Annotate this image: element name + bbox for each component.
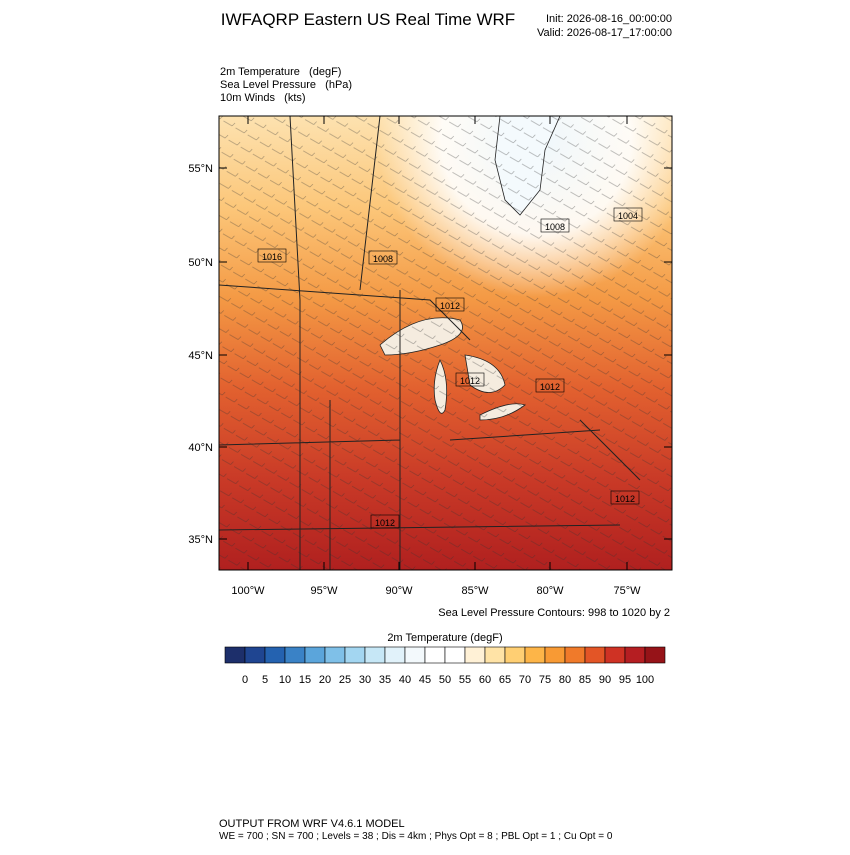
- lon-label: 80°W: [536, 585, 564, 597]
- colorbar-box: [644, 646, 666, 664]
- colorbar-tick-label: 10: [279, 674, 291, 686]
- colorbar-box: [564, 646, 586, 664]
- lat-label: 55°N: [188, 163, 213, 175]
- colorbar-box: [464, 646, 486, 664]
- colorbar-box: [344, 646, 366, 664]
- lon-label: 100°W: [231, 585, 265, 597]
- colorbar-tick-label: 15: [299, 674, 311, 686]
- contour-label: 1016: [262, 252, 282, 262]
- colorbar-tick-label: 50: [439, 674, 451, 686]
- contour-label: 1004: [618, 211, 638, 221]
- colorbar-box: [624, 646, 646, 664]
- colorbar-tick-label: 60: [479, 674, 491, 686]
- colorbar-box: [284, 646, 306, 664]
- colorbar-box: [384, 646, 406, 664]
- colorbar-box: [544, 646, 566, 664]
- contour-label: 1012: [615, 494, 635, 504]
- contour-label: 1012: [540, 382, 560, 392]
- colorbar-tick-label: 45: [419, 674, 431, 686]
- colorbar-tick-label: 95: [619, 674, 631, 686]
- colorbar-box: [304, 646, 326, 664]
- colorbar-box: [224, 646, 246, 664]
- title: IWFAQRP Eastern US Real Time WRF: [221, 10, 515, 29]
- field-label: 10m Winds (kts): [220, 92, 306, 104]
- lat-label: 35°N: [188, 534, 213, 546]
- lon-label: 85°W: [461, 585, 489, 597]
- contour-label-box: [368, 250, 398, 265]
- colorbar-tick-label: 5: [262, 674, 268, 686]
- valid-time: Valid: 2026-08-17_17:00:00: [537, 27, 672, 39]
- lon-label: 75°W: [613, 585, 641, 597]
- colorbar-tick-label: 75: [539, 674, 551, 686]
- colorbar-box: [584, 646, 606, 664]
- contour-label-box: [610, 490, 640, 505]
- colorbar-tick-label: 85: [579, 674, 591, 686]
- colorbar-box: [244, 646, 266, 664]
- colorbar-tick-label: 40: [399, 674, 411, 686]
- contour-label-box: [613, 207, 643, 222]
- lon-label: 95°W: [310, 585, 338, 597]
- colorbar: 0 5 10 15 20 25 30 35 40 45 50 55 60 65 70 75 80 85 90 95 10…: [224, 646, 666, 686]
- wind-barbs: [219, 116, 672, 570]
- lon-label: 90°W: [385, 585, 413, 597]
- colorbar-tick-label: 30: [359, 674, 371, 686]
- colorbar-box: [504, 646, 526, 664]
- contour-label-box: [540, 218, 570, 233]
- contour-label: 1012: [375, 518, 395, 528]
- colorbar-tick-label: 100: [636, 674, 654, 686]
- colorbar-title: 2m Temperature (degF): [387, 632, 502, 644]
- contour-label: 1008: [373, 254, 393, 264]
- contour-label-box: [257, 248, 287, 263]
- colorbar-tick-label: 55: [459, 674, 471, 686]
- colorbar-tick-label: 65: [499, 674, 511, 686]
- colorbar-box: [404, 646, 426, 664]
- colorbar-tick-label: 0: [242, 674, 248, 686]
- colorbar-tick-label: 20: [319, 674, 331, 686]
- colorbar-tick-label: 80: [559, 674, 571, 686]
- init-time: Init: 2026-08-16_00:00:00: [546, 13, 672, 25]
- map-frame: [218, 115, 673, 571]
- footer-line2: WE = 700 ; SN = 700 ; Levels = 38 ; Dis …: [219, 831, 613, 842]
- field-label: 2m Temperature (degF): [220, 66, 341, 78]
- colorbar-box: [424, 646, 446, 664]
- contour-label: 1012: [440, 301, 460, 311]
- map: 1016 1008 1008 1004 1012 1012 1012 1012 1012: [219, 116, 672, 570]
- contour-label: 1012: [460, 376, 480, 386]
- colorbar-box: [524, 646, 546, 664]
- colorbar-box: [444, 646, 466, 664]
- lat-label: 45°N: [188, 350, 213, 362]
- contour-note: Sea Level Pressure Contours: 998 to 1020…: [438, 607, 670, 619]
- footer-line1: OUTPUT FROM WRF V4.6.1 MODEL: [219, 818, 405, 830]
- contour-label-box: [455, 372, 485, 387]
- field-list: 2m Temperature (degF)Sea Level Pressure …: [220, 66, 352, 104]
- field-label: Sea Level Pressure (hPa): [220, 79, 352, 91]
- colorbar-box: [324, 646, 346, 664]
- lat-label: 40°N: [188, 442, 213, 454]
- lat-label: 50°N: [188, 257, 213, 269]
- colorbar-tick-label: 25: [339, 674, 351, 686]
- contour-label-box: [435, 297, 465, 312]
- colorbar-box: [264, 646, 286, 664]
- colorbar-tick-label: 90: [599, 674, 611, 686]
- borders: [219, 116, 641, 570]
- colorbar-box: [604, 646, 626, 664]
- colorbar-tick-label: 70: [519, 674, 531, 686]
- contour-label-box: [370, 514, 400, 529]
- colorbar-tick-label: 35: [379, 674, 391, 686]
- contour-label-box: [535, 378, 565, 393]
- contour-label: 1008: [545, 222, 565, 232]
- colorbar-box: [484, 646, 506, 664]
- colorbar-box: [364, 646, 386, 664]
